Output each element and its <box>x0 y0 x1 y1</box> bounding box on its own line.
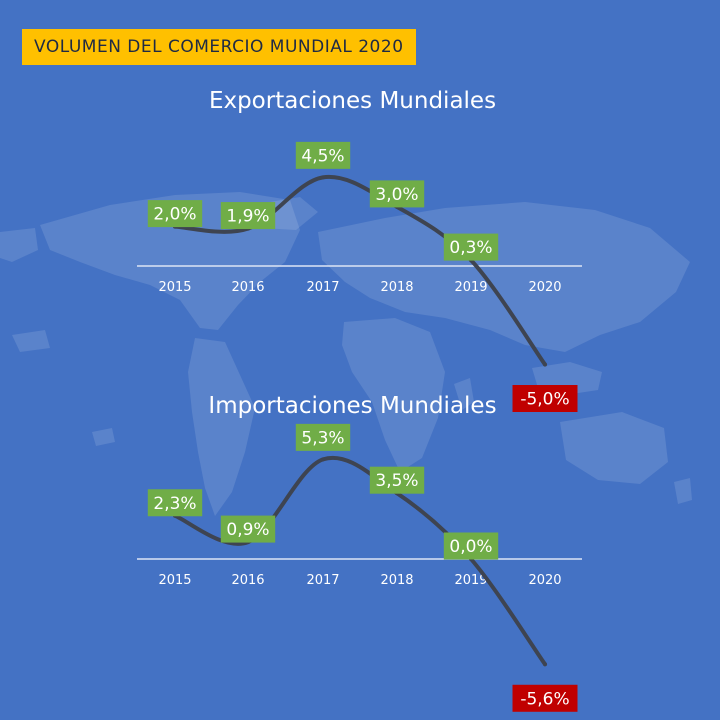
data-label-text: 3,5% <box>375 471 418 491</box>
imports-data-label-2017: 5,3% <box>295 423 351 451</box>
imports-data-label-2018: 3,5% <box>369 466 425 494</box>
exports-tick-label-2017: 2017 <box>306 280 339 295</box>
data-label-box <box>147 489 203 517</box>
imports-tick-label-2019: 2019 <box>454 573 487 588</box>
exports-data-label-2020: -5,0% <box>512 385 578 412</box>
imports-data-label-2020: -5,6% <box>512 684 578 712</box>
imports-series-line <box>173 455 547 667</box>
exports-tick-label-2016: 2016 <box>231 280 264 295</box>
data-label-text: 2,0% <box>153 205 196 225</box>
data-label-text: -5,0% <box>520 390 569 410</box>
data-label-box <box>220 515 276 543</box>
data-label-box <box>295 141 351 169</box>
exports-data-label-2019: 0,3% <box>443 233 499 261</box>
data-label-box <box>512 684 578 712</box>
data-label-text: 2,3% <box>153 494 196 514</box>
data-label-box <box>147 200 203 228</box>
imports-tick-label-2015: 2015 <box>158 573 191 588</box>
data-label-box <box>443 233 499 261</box>
imports-tick-label-2020: 2020 <box>528 573 561 588</box>
imports-data-label-2015: 2,3% <box>147 489 203 517</box>
data-label-text: 0,3% <box>449 238 492 258</box>
imports-chart-title: Importaciones Mundiales <box>208 393 497 419</box>
imports-tick-label-2018: 2018 <box>380 573 413 588</box>
exports-point-2017 <box>321 175 325 180</box>
data-label-box <box>220 202 276 230</box>
exports-tick-label-2018: 2018 <box>380 280 413 295</box>
data-label-text: 3,0% <box>375 185 418 205</box>
data-label-text: 0,0% <box>449 537 492 557</box>
data-label-box <box>369 180 425 208</box>
imports-point-2017 <box>321 457 325 462</box>
exports-tick-label-2015: 2015 <box>158 280 191 295</box>
data-label-box <box>512 385 578 412</box>
exports-tick-label-2019: 2019 <box>454 280 487 295</box>
exports-data-label-2016: 1,9% <box>220 202 276 230</box>
exports-data-label-2018: 3,0% <box>369 180 425 208</box>
data-label-text: 1,9% <box>226 207 269 227</box>
banner-title: VOLUMEN DEL COMERCIO MUNDIAL 2020 <box>22 29 416 65</box>
data-label-box <box>443 532 499 560</box>
imports-data-label-2019: 0,0% <box>443 532 499 560</box>
data-label-text: -5,6% <box>520 689 569 709</box>
data-label-text: 0,9% <box>226 520 269 540</box>
imports-data-label-2016: 0,9% <box>220 515 276 543</box>
data-label-text: 4,5% <box>301 146 344 166</box>
data-label-text: 5,3% <box>301 428 344 448</box>
data-label-box <box>295 423 351 451</box>
imports-point-2020 <box>543 662 547 667</box>
exports-data-label-2015: 2,0% <box>147 200 203 228</box>
data-label-box <box>369 466 425 494</box>
exports-tick-label-2020: 2020 <box>528 280 561 295</box>
exports-data-label-2017: 4,5% <box>295 141 351 169</box>
exports-chart-title: Exportaciones Mundiales <box>208 88 497 114</box>
exports-point-2020 <box>543 362 547 367</box>
imports-tick-label-2016: 2016 <box>231 573 264 588</box>
imports-tick-label-2017: 2017 <box>306 573 339 588</box>
